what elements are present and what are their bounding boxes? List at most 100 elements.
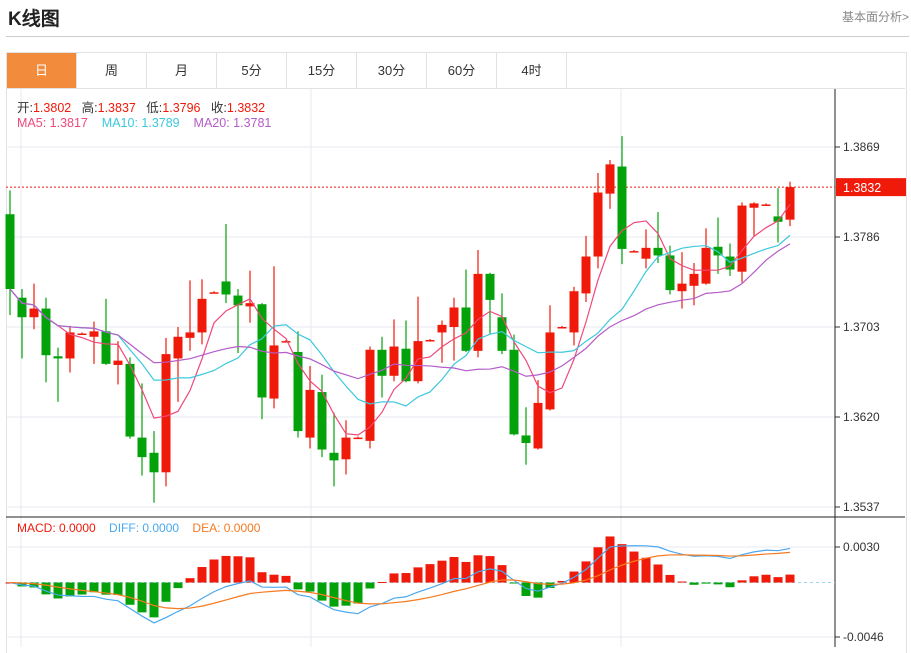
candle (113, 341, 123, 385)
candle-body (353, 437, 363, 440)
candle-body (437, 324, 447, 333)
candle-body (485, 273, 495, 300)
candle-body (545, 332, 555, 410)
macd-tick-label: -0.0046 (843, 630, 884, 644)
ohlc-info: 开:1.3802 高:1.3837 低:1.3796 收:1.3832 (17, 97, 265, 116)
candle-body (629, 251, 639, 253)
candle (317, 374, 327, 458)
candle-body (221, 281, 231, 295)
macd-bar (737, 580, 747, 583)
candle (425, 338, 435, 342)
last-price-label: 1.3832 (843, 181, 881, 195)
macd-bar (389, 573, 399, 583)
candle (221, 223, 231, 304)
macd-bar (329, 582, 339, 607)
candle-body (593, 192, 603, 257)
macd-bar (137, 582, 147, 613)
candle (149, 431, 159, 503)
candle (497, 293, 507, 355)
candle-body (29, 308, 39, 318)
candle (473, 250, 483, 358)
last-price-badge (836, 178, 906, 197)
candle-body (749, 203, 759, 208)
candle (509, 334, 519, 436)
macd-bar (473, 555, 483, 583)
candle (29, 283, 39, 330)
candle (233, 289, 243, 354)
low-value: 1.3796 (162, 101, 201, 115)
candle-body (209, 292, 219, 294)
candle (713, 217, 723, 274)
candle (245, 270, 255, 323)
candle (365, 346, 375, 449)
low-label: 低: (146, 101, 163, 115)
tab-week[interactable]: 周 (77, 53, 147, 88)
candle (725, 243, 735, 277)
candle-body (689, 273, 699, 286)
candle (281, 340, 291, 343)
diff-line (9, 545, 791, 624)
tab-4hour[interactable]: 4时 (497, 53, 567, 88)
macd-bar (281, 575, 291, 583)
price-tick-label: 1.3537 (843, 500, 880, 514)
price-tick-label: 1.3620 (843, 410, 880, 424)
macd-bar (605, 536, 615, 583)
candle (641, 229, 651, 269)
chart-frame (6, 52, 907, 653)
candle (125, 357, 135, 439)
candle-body (341, 437, 351, 460)
page-title: K线图 (8, 9, 60, 30)
candle-body (653, 247, 663, 256)
candle-body (461, 307, 471, 351)
candle-body (5, 214, 15, 290)
macd-bar (101, 582, 111, 595)
candle-body (17, 297, 27, 318)
close-value: 1.3832 (226, 101, 266, 115)
macd-bar (533, 582, 543, 598)
candle (437, 320, 447, 363)
macd-value: MACD: 0.0000 (17, 521, 96, 535)
candle (581, 235, 591, 303)
tab-30min[interactable]: 30分 (357, 53, 427, 88)
open-value: 1.3802 (32, 101, 72, 115)
candle (533, 380, 543, 450)
candle-body (533, 402, 543, 449)
macd-bar (665, 574, 675, 583)
macd-bar (521, 582, 531, 596)
macd-bar (305, 582, 315, 592)
tab-month[interactable]: 月 (147, 53, 217, 88)
candle-body (389, 346, 399, 376)
tab-day[interactable]: 日 (7, 53, 77, 88)
fundamental-analysis-link[interactable]: 基本面分析> (841, 10, 909, 24)
macd-bar (581, 561, 591, 583)
tab-15min[interactable]: 15分 (287, 53, 357, 88)
candle (173, 327, 183, 402)
candle (53, 347, 63, 402)
candle-body (497, 317, 507, 351)
open-label: 开: (17, 101, 33, 115)
tab-60min[interactable]: 60分 (427, 53, 497, 88)
candle-body (641, 247, 651, 259)
macd-bar (641, 557, 651, 583)
macd-bar (377, 581, 387, 583)
candle (701, 228, 711, 285)
macd-bar (725, 582, 735, 588)
macd-bar (221, 555, 231, 583)
candle-body (665, 255, 675, 291)
candle-body (293, 351, 303, 432)
high-value: 1.3837 (97, 101, 136, 115)
candle-body (761, 204, 771, 206)
macd-bar (425, 564, 435, 583)
macd-info: MACD: 0.0000 DIFF: 0.0000 DEA: 0.0000 (17, 521, 260, 535)
candle-body (53, 356, 63, 359)
tab-5min[interactable]: 5分 (217, 53, 287, 88)
candle-body (41, 308, 51, 356)
macd-bar (365, 582, 375, 589)
ma5-value: MA5: 1.3817 (17, 116, 88, 130)
macd-bar (77, 582, 87, 595)
candle-body (185, 332, 195, 338)
candle (77, 332, 87, 336)
high-label: 高: (81, 101, 98, 115)
candle (773, 188, 783, 243)
